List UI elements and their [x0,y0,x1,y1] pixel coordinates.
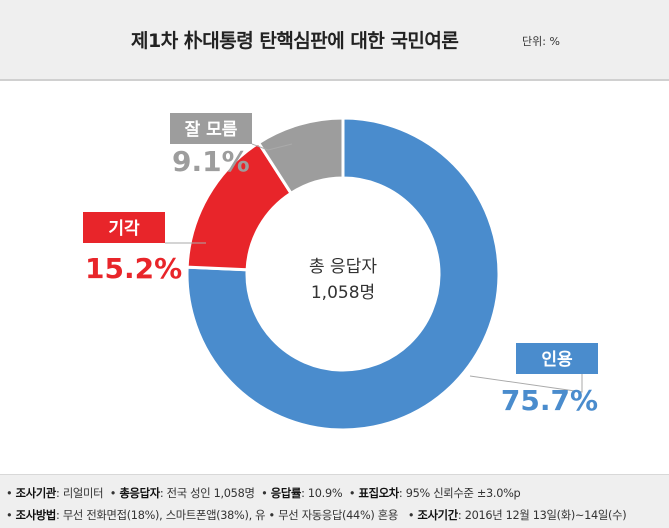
unit-label: 단위: % [522,35,560,48]
survey-info-line-2: • 조사방법: 무선 전화면접(18%), 스마트폰앱(38%), 유 • 무선… [6,509,627,522]
method-value: 무선 전화면접(18%), 스마트폰앱(38%), 유 • 무선 자동응답(44… [62,509,398,522]
label-box-0 [516,343,598,374]
slice-value-0: 75.7% [501,384,598,417]
period-label: 조사기간 [417,509,459,522]
center-label-title: 총 응답자 [309,257,377,277]
method-label: 조사방법 [15,509,57,522]
label-box-2 [170,113,252,144]
period-value: 2016년 12월 13일(화)~14일(수) [464,509,627,522]
leader-line-0 [469,374,583,393]
sampling-error-label: 표집오차 [358,487,400,500]
header-bar: 제1차 朴대통령 탄핵심판에 대한 국민여론 단위: % [0,0,669,81]
agency-value: 리얼미터 [62,487,104,500]
respondents-value: 전국 성인 1,058명 [166,487,255,500]
donut-slice-2 [256,116,345,196]
agency-label: 조사기관 [15,487,57,500]
slice-label-1: 기각 [108,219,140,239]
label-box-1 [83,212,165,243]
survey-info: • 조사기관: 리얼미터 • 총응답자: 전국 성인 1,058명 • 응답률:… [0,474,669,528]
response-rate-label: 응답률 [270,487,302,500]
chart-title: 제1차 朴대통령 탄핵심판에 대한 국민여론 [131,30,459,52]
slice-value-2: 9.1% [172,145,250,178]
center-label-count: 1,058명 [311,283,375,303]
leader-line-2 [251,143,293,151]
respondents-label: 총응답자 [119,487,160,500]
donut-slice-0 [185,116,501,432]
survey-info-line-1: • 조사기관: 리얼미터 • 총응답자: 전국 성인 1,058명 • 응답률:… [6,487,521,500]
sampling-error-value: 95% 신뢰수준 ±3.0%p [405,487,521,500]
slice-label-0: 인용 [541,350,573,370]
slice-label-2: 잘 모름 [185,119,238,140]
slice-value-1: 15.2% [85,252,182,285]
response-rate-value: 10.9% [307,487,343,500]
